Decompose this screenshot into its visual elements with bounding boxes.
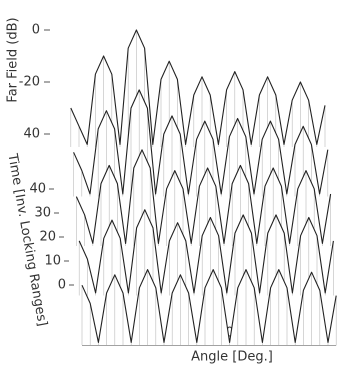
y-tick-label: -20 xyxy=(19,75,40,90)
x-axis-label: Angle [Deg.] xyxy=(191,350,273,365)
y-axis-label: Far Field (dB) xyxy=(6,17,21,102)
z-tick-label: 40 xyxy=(29,182,46,197)
series-line xyxy=(70,29,326,145)
series-line xyxy=(75,149,332,244)
series-area xyxy=(82,269,337,345)
series-line xyxy=(73,89,329,195)
series-line xyxy=(81,269,337,343)
z-tick-label: 10 xyxy=(44,254,61,269)
series-area xyxy=(79,209,334,296)
y-tick-label: 40 xyxy=(23,127,40,142)
z-tick-label: 30 xyxy=(34,206,51,221)
y-tick-label: 0 xyxy=(32,23,40,38)
series-line xyxy=(78,209,334,294)
x-tick-label: 0 xyxy=(225,326,233,341)
z-tick-label: 20 xyxy=(39,230,56,245)
z-tick-label: 0 xyxy=(58,278,66,293)
